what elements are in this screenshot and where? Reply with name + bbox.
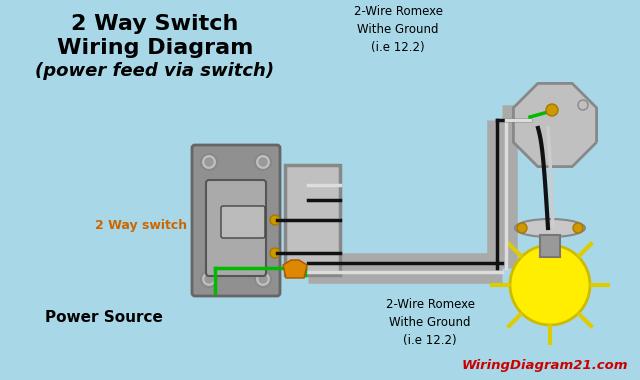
Text: (power feed via switch): (power feed via switch) — [35, 62, 275, 80]
Polygon shape — [283, 260, 307, 278]
FancyBboxPatch shape — [221, 206, 265, 238]
Polygon shape — [513, 84, 596, 166]
Circle shape — [259, 275, 267, 283]
Circle shape — [205, 275, 213, 283]
Circle shape — [578, 100, 588, 110]
Circle shape — [546, 104, 558, 116]
Circle shape — [270, 215, 280, 225]
Circle shape — [205, 158, 213, 166]
Circle shape — [573, 223, 583, 233]
Circle shape — [201, 271, 217, 287]
FancyBboxPatch shape — [206, 180, 266, 276]
Circle shape — [510, 245, 590, 325]
Circle shape — [259, 158, 267, 166]
Circle shape — [201, 154, 217, 170]
Text: 2-Wire Romexe
Withe Ground
(i.e 12.2): 2-Wire Romexe Withe Ground (i.e 12.2) — [353, 5, 442, 54]
Text: 2 Way Switch: 2 Way Switch — [71, 14, 239, 34]
Circle shape — [255, 271, 271, 287]
FancyBboxPatch shape — [540, 235, 560, 257]
Text: Wiring Diagram: Wiring Diagram — [57, 38, 253, 58]
Text: 2 Way switch: 2 Way switch — [95, 218, 187, 231]
Circle shape — [270, 248, 280, 258]
Ellipse shape — [515, 219, 585, 237]
Text: Power Source: Power Source — [45, 310, 163, 325]
FancyBboxPatch shape — [285, 165, 340, 275]
Circle shape — [255, 154, 271, 170]
FancyBboxPatch shape — [192, 145, 280, 296]
Circle shape — [517, 223, 527, 233]
Text: WiringDiagram21.com: WiringDiagram21.com — [461, 359, 628, 372]
Text: 2-Wire Romexe
Withe Ground
(i.e 12.2): 2-Wire Romexe Withe Ground (i.e 12.2) — [385, 298, 474, 347]
